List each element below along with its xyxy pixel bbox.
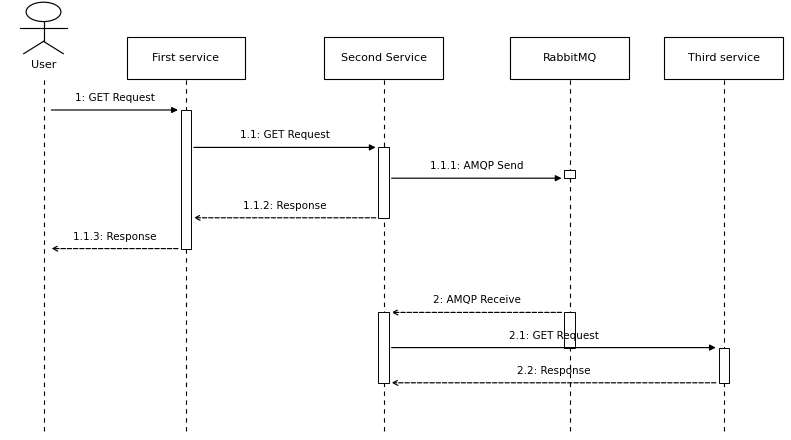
Text: User: User (31, 60, 56, 70)
Text: Third service: Third service (687, 53, 760, 63)
Bar (510, 37, 629, 79)
Bar (565, 312, 575, 348)
Bar (127, 37, 245, 79)
Text: 2.2: Response: 2.2: Response (517, 366, 590, 376)
Text: 1: GET Request: 1: GET Request (75, 93, 154, 103)
Bar (719, 348, 729, 383)
Bar (379, 147, 389, 218)
Text: Second Service: Second Service (341, 53, 426, 63)
Text: 1.1.3: Response: 1.1.3: Response (73, 231, 157, 242)
Text: 1.1.1: AMQP Send: 1.1.1: AMQP Send (430, 161, 524, 171)
Text: 1.1: GET Request: 1.1: GET Request (240, 130, 330, 140)
Bar (565, 170, 575, 178)
Text: 2: AMQP Receive: 2: AMQP Receive (433, 295, 520, 305)
Text: First service: First service (153, 53, 219, 63)
Text: 1.1.2: Response: 1.1.2: Response (243, 201, 327, 211)
Text: 2.1: GET Request: 2.1: GET Request (509, 330, 599, 341)
Text: RabbitMQ: RabbitMQ (543, 53, 596, 63)
Bar (324, 37, 443, 79)
Bar (379, 312, 389, 383)
Bar (180, 110, 191, 249)
Bar (664, 37, 783, 79)
